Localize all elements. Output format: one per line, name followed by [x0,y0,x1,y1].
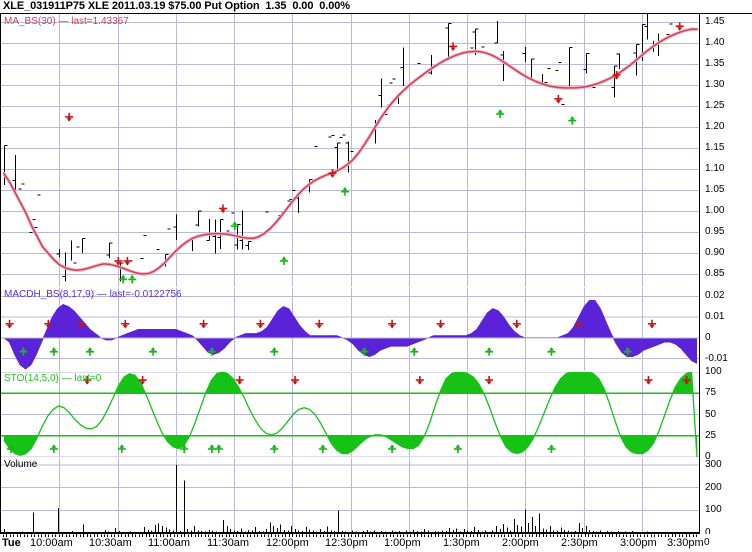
stochastic-axis: 100 75 50 25 0 [701,367,752,462]
axis-tick: 1.00 [705,205,725,217]
stochastic-panel[interactable] [0,372,700,458]
chart-frame: MA_BS(30) — last=1.43367 1.45 1.40 1.35 1.3… [0,14,752,552]
price-plot [1,14,699,287]
time-axis-tick: 10:30am [89,537,132,549]
page-title: XLE_031911P75 XLE 2011.03.19 $75.00 Put … [3,0,350,12]
axis-tick: 100 [705,366,722,377]
volume-axis: 300 200 100 0 [701,458,752,537]
macd-axis: 0.02 0.01 0 -0.01 [701,288,752,372]
time-axis-tick: 3:00pm [620,537,657,549]
axis-tick: 75 [705,387,717,399]
axis-tick: 25 [705,429,717,441]
time-axis-tick: 10:00am [30,537,73,549]
time-axis-tick: 12:00pm [266,537,309,549]
time-axis-tick: 2:00pm [502,537,539,549]
axis-tick: 50 [705,408,717,420]
axis-tick: 1.35 [705,58,725,70]
axis-tick: 0.85 [705,268,725,280]
axis-tick: 0.90 [705,247,725,259]
time-axis-tick: 11:00am [148,537,190,549]
chart-header: XLE_031911P75 XLE 2011.03.19 $75.00 Put … [0,0,752,14]
axis-tick: 100 [705,504,722,516]
axis-tick: 1.15 [705,142,725,154]
axis-tick: 1.40 [705,37,725,49]
time-axis-tick: 11:30am [207,537,249,549]
time-axis-tick: 12:30pm [325,537,368,549]
axis-tick: 0.01 [705,311,725,323]
axis-tick: 0 [705,451,711,462]
axis-tick: -0.01 [705,352,728,364]
volume-plot [1,458,699,533]
axis-tick: 0 [705,527,711,538]
time-axis-day: Tue [2,537,21,549]
volume-panel[interactable] [0,458,700,534]
price-panel[interactable] [0,14,700,288]
time-axis-right-zero: 0 [704,537,710,548]
axis-tick: 1.20 [705,121,725,133]
time-axis-tick: 2:30pm [561,537,598,549]
axis-tick: 1.30 [705,79,725,91]
time-axis-tick: 1:00pm [384,537,421,549]
axis-tick: 0.95 [705,226,725,238]
axis-tick: 300 [705,458,722,470]
axis-tick: 0 [705,331,711,343]
stochastic-plot [1,372,699,457]
axis-tick: 1.25 [705,100,725,112]
time-tick-marks [3,532,697,537]
macd-panel[interactable] [0,288,700,372]
time-axis[interactable]: 0 Tue 10:00am 10:30am 11:00am 11:30am 12:00pm… [0,532,752,552]
time-axis-tick: 1:30pm [443,537,480,549]
axis-tick: 200 [705,481,722,493]
price-axis: 1.45 1.40 1.35 1.30 1.25 1.20 1.15 1.10 1.05 1.00… [701,14,752,288]
axis-tick: 0.02 [705,290,725,302]
axis-tick: 1.10 [705,163,725,175]
macd-plot [1,288,699,371]
time-axis-tick: 3:30pm [667,537,704,549]
axis-tick: 1.45 [705,16,725,28]
axis-tick: 1.05 [705,184,725,196]
